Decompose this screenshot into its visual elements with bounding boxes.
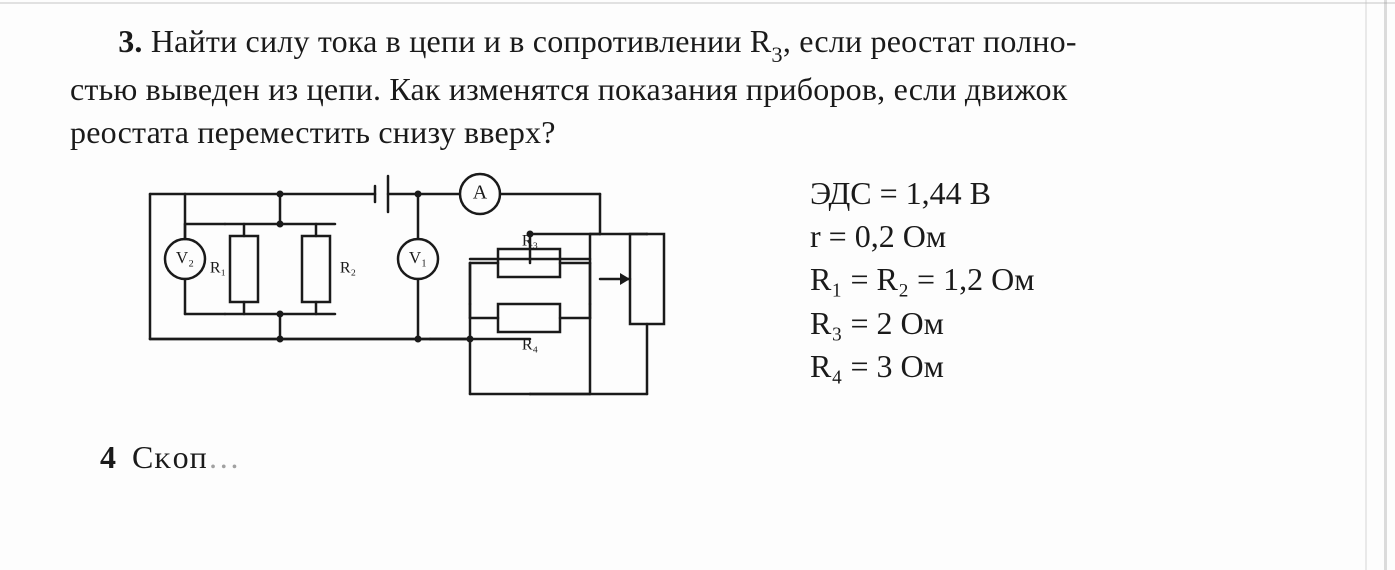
- problem-line3: реостата переместить снизу вверх?: [70, 114, 556, 150]
- givens-column: ЭДС = 1,44 В r = 0,2 Ом R₁ = R₂ = 1,2 Ом…: [750, 164, 1355, 388]
- problem-number: 3.: [118, 23, 142, 59]
- scan-edge-top: [0, 2, 1395, 4]
- circuit-diagram: A V₂ R₁ R₂ V₁ R₃ R₄: [130, 164, 690, 424]
- next-problem-partial: 4 Сᴋᴏᴨ…: [70, 439, 1355, 476]
- given-r-internal: r = 0,2 Ом: [810, 215, 1355, 258]
- svg-text:A: A: [473, 182, 488, 204]
- circuit-column: A V₂ R₁ R₂ V₁ R₃ R₄: [70, 164, 750, 429]
- svg-text:V₁: V₁: [409, 248, 427, 267]
- svg-text:R₃: R₃: [522, 233, 538, 250]
- svg-text:R₂: R₂: [340, 260, 356, 277]
- svg-text:R₁: R₁: [210, 260, 226, 277]
- scan-edge-right-2: [1365, 0, 1367, 570]
- given-emf: ЭДС = 1,44 В: [810, 172, 1355, 215]
- page: 3. Найти силу тока в цепи и в сопротивле…: [0, 0, 1395, 570]
- given-r4: R₄ = 3 Ом: [810, 345, 1355, 388]
- problem-line1b: , если реостат полно-: [783, 23, 1077, 59]
- given-r3: R₃ = 2 Ом: [810, 302, 1355, 345]
- given-r1-r2: R₁ = R₂ = 1,2 Ом: [810, 258, 1355, 301]
- problem-line1a: Найти силу тока в цепи и в сопротивлении…: [151, 23, 772, 59]
- svg-text:V₂: V₂: [176, 248, 194, 267]
- problem-r3-sub: 3: [771, 42, 782, 67]
- problem-text: 3. Найти силу тока в цепи и в сопротивле…: [70, 20, 1355, 154]
- scan-edge-right: [1384, 0, 1387, 570]
- problem-line2: стью выведен из цепи. Как изменятся пока…: [70, 71, 1067, 107]
- content-row: A V₂ R₁ R₂ V₁ R₃ R₄ ЭДС = 1,44 В r = 0,2 Ом R₁…: [70, 164, 1355, 429]
- svg-text:R₄: R₄: [522, 337, 539, 354]
